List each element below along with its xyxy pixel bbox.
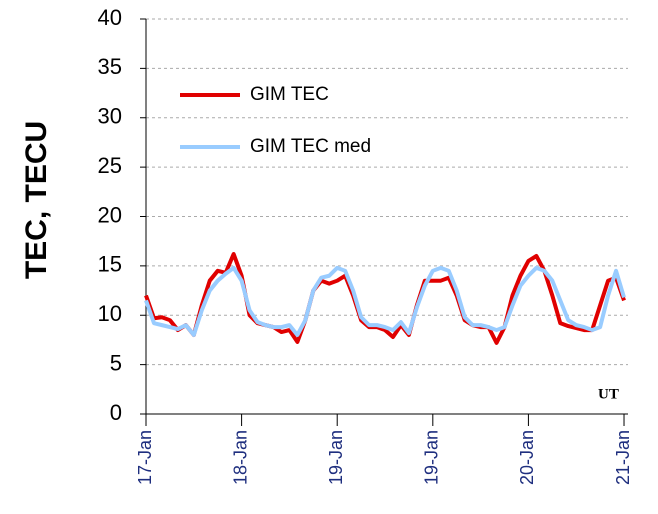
y-tick-label: 10 — [98, 301, 122, 326]
x-tick-label: 21-Jan — [613, 430, 633, 485]
x-tick-label: 18-Jan — [230, 430, 250, 485]
x-tick-label: 19-Jan — [326, 430, 346, 485]
y-tick-label: 30 — [98, 104, 122, 129]
y-tick-label: 40 — [98, 5, 122, 30]
series-line — [144, 265, 626, 337]
y-tick-label: 0 — [110, 400, 122, 425]
y-tick-label: 25 — [98, 153, 122, 178]
x-tick-label: 17-Jan — [135, 430, 155, 485]
x-tick-label: 20-Jan — [517, 430, 537, 485]
annotation: UT — [598, 386, 619, 402]
y-tick-label: 5 — [110, 350, 122, 375]
legend-label: GIM TEC med — [250, 136, 371, 157]
y-tick-label: 20 — [98, 202, 122, 227]
y-tick-label: 15 — [98, 252, 122, 277]
y-axis-title: TEC, TECU — [20, 121, 53, 279]
series-line — [144, 252, 626, 345]
x-tick-label: 19-Jan — [422, 430, 442, 485]
legend-label: GIM TEC — [250, 84, 329, 105]
y-tick-label: 35 — [98, 54, 122, 79]
